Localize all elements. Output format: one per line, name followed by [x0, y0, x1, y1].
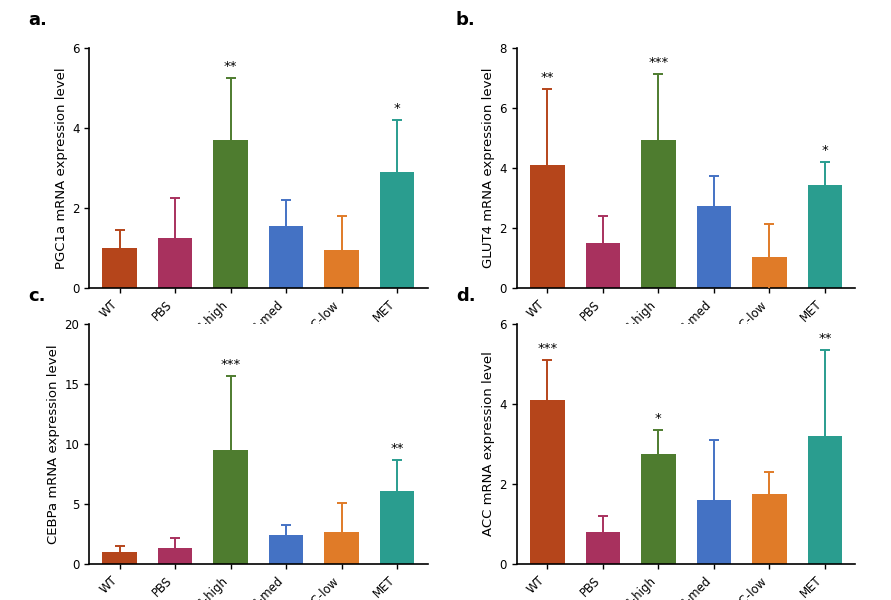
Bar — [697, 205, 731, 288]
Bar — [752, 494, 787, 564]
Text: a.: a. — [29, 11, 47, 29]
Text: *: * — [822, 144, 829, 157]
Bar — [807, 185, 842, 288]
Bar — [642, 139, 675, 288]
Y-axis label: PGC1a mRNA expression level: PGC1a mRNA expression level — [54, 67, 68, 269]
Bar — [269, 226, 303, 288]
Text: **: ** — [390, 442, 404, 455]
Text: **: ** — [541, 71, 554, 84]
Text: *: * — [394, 102, 401, 115]
Bar — [585, 243, 620, 288]
Bar — [642, 454, 675, 564]
Bar — [324, 250, 359, 288]
Text: ***: *** — [648, 56, 668, 69]
Bar — [158, 548, 192, 564]
Bar — [214, 140, 248, 288]
Bar — [102, 552, 137, 564]
Bar — [324, 532, 359, 564]
Bar — [585, 532, 620, 564]
Bar — [380, 172, 414, 288]
Bar — [214, 450, 248, 564]
Text: ***: *** — [537, 342, 558, 355]
Text: b.: b. — [456, 11, 476, 29]
Text: ***: *** — [220, 358, 241, 371]
Bar — [269, 535, 303, 564]
Text: **: ** — [818, 332, 831, 345]
Bar — [697, 500, 731, 564]
Text: d.: d. — [456, 287, 476, 305]
Text: c.: c. — [29, 287, 45, 305]
Bar — [102, 248, 137, 288]
Bar — [380, 491, 414, 564]
Bar — [807, 436, 842, 564]
Text: *: * — [655, 412, 662, 425]
Y-axis label: GLUT4 mRNA expression level: GLUT4 mRNA expression level — [482, 68, 495, 268]
Bar — [530, 400, 565, 564]
Text: **: ** — [224, 60, 237, 73]
Bar — [158, 238, 192, 288]
Y-axis label: ACC mRNA expression level: ACC mRNA expression level — [482, 352, 495, 536]
Y-axis label: CEBPa mRNA expression level: CEBPa mRNA expression level — [47, 344, 61, 544]
Bar — [530, 165, 565, 288]
Bar — [752, 257, 787, 288]
